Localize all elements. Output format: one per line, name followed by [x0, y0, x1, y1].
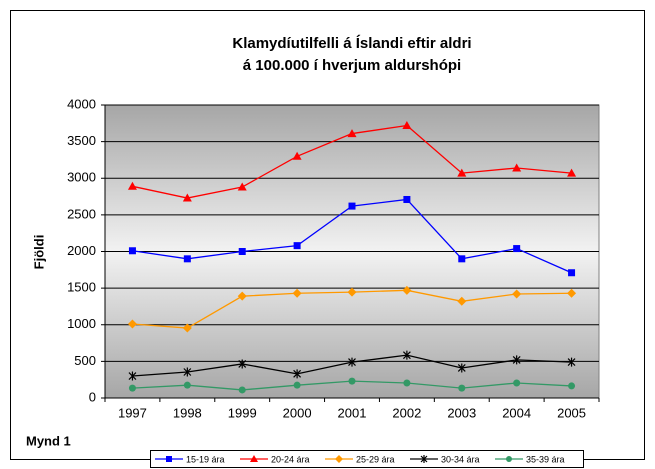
data-point: [293, 369, 302, 379]
x-tick-label: 1999: [228, 405, 257, 420]
data-point: [292, 288, 302, 298]
data-point: [402, 350, 411, 360]
data-point: [402, 121, 412, 130]
data-point: [237, 291, 247, 301]
data-point: [128, 384, 136, 392]
data-point: [293, 381, 301, 389]
y-tick-label: 4000: [67, 96, 96, 111]
data-point: [513, 245, 521, 253]
x-tick-label: 2004: [502, 405, 531, 420]
data-point: [402, 285, 412, 295]
data-point: [568, 382, 576, 390]
data-point: [567, 168, 577, 177]
data-point: [348, 377, 356, 385]
data-point: [183, 367, 192, 377]
legend-label: 35-39 ára: [526, 454, 565, 464]
data-point: [403, 379, 411, 387]
data-point: [127, 181, 137, 190]
data-point: [512, 289, 522, 299]
data-point: [238, 359, 247, 369]
y-tick-label: 3000: [67, 170, 96, 185]
data-point: [347, 287, 357, 297]
legend-label: 15-19 ára: [186, 454, 225, 464]
data-point: [568, 269, 576, 277]
data-point: [237, 182, 247, 191]
x-tick-label: 1997: [118, 405, 147, 420]
data-point: [457, 168, 467, 177]
y-tick-label: 500: [74, 353, 96, 368]
y-tick-label: 0: [89, 389, 96, 404]
legend-marker: [506, 456, 512, 462]
y-tick-label: 1500: [67, 280, 96, 295]
data-point: [182, 193, 192, 202]
data-point: [457, 363, 466, 373]
data-point: [182, 323, 192, 333]
data-point: [293, 242, 301, 250]
legend-marker: [250, 455, 258, 462]
data-point: [127, 319, 137, 329]
y-axis-label: Fjöldi: [31, 235, 46, 270]
y-tick-label: 2500: [67, 206, 96, 221]
y-tick-label: 3500: [67, 133, 96, 148]
legend-box: [150, 450, 584, 468]
chart-title: á 100.000 í hverjum aldurshópi: [243, 57, 461, 74]
data-point: [512, 355, 521, 365]
legend-label: 30-34 ára: [441, 454, 480, 464]
data-point: [512, 163, 522, 172]
annotation: Mynd 1: [26, 433, 71, 448]
x-tick-label: 2002: [392, 405, 421, 420]
data-point: [128, 247, 136, 255]
data-point: [183, 381, 191, 389]
data-point: [183, 255, 191, 263]
data-point: [513, 379, 521, 387]
y-tick-label: 1000: [67, 316, 96, 331]
legend-label: 20-24 ára: [271, 454, 310, 464]
x-tick-label: 1998: [173, 405, 202, 420]
data-point: [128, 371, 137, 381]
x-tick-label: 2000: [283, 405, 312, 420]
data-point: [458, 255, 466, 263]
data-point: [238, 248, 246, 255]
legend-marker: [420, 455, 428, 463]
legend-label: 25-29 ára: [356, 454, 395, 464]
data-point: [348, 202, 356, 210]
data-point: [347, 129, 357, 138]
data-point: [238, 386, 246, 394]
data-point: [567, 357, 576, 367]
legend-marker: [166, 456, 172, 462]
legend-marker: [335, 455, 343, 463]
x-tick-label: 2001: [338, 405, 367, 420]
data-point: [348, 357, 356, 367]
data-point: [458, 384, 466, 392]
x-tick-label: 2005: [557, 405, 586, 420]
x-tick-label: 2003: [447, 405, 476, 420]
data-point: [292, 151, 302, 160]
data-point: [567, 288, 577, 298]
data-point: [403, 195, 411, 203]
data-point: [457, 296, 467, 306]
y-tick-label: 2000: [67, 243, 96, 258]
chart-title: Klamydíutilfelli á Íslandi eftir aldri: [232, 35, 471, 52]
